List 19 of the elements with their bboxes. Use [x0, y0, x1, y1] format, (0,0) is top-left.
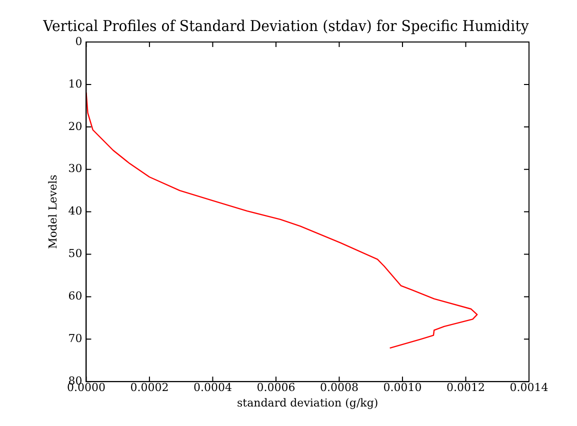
x-axis-title: standard deviation (g/kg)	[237, 396, 378, 410]
y-tick-label: 70	[68, 332, 82, 346]
chart-title: Vertical Profiles of Standard Deviation (stdav) for Specific Humidity	[42, 17, 530, 36]
y-tick-label: 20	[68, 120, 82, 133]
y-tick-label: 10	[68, 77, 82, 90]
x-tick-label: 0.0012	[446, 381, 485, 394]
x-tick-label: 0.0002	[130, 381, 169, 394]
x-tick-label: 0.0008	[320, 381, 358, 394]
x-tick-label: 0.0004	[193, 381, 232, 394]
y-tick-label: 60	[68, 290, 82, 303]
x-tick-label: 0.0014	[510, 381, 548, 394]
y-tick-label: 40	[68, 204, 82, 218]
y-tick-label: 0	[75, 34, 82, 48]
y-axis-title: Model Levels	[46, 174, 60, 249]
x-tick-label: 0.0010	[383, 381, 422, 394]
y-tick-label: 30	[68, 162, 82, 176]
x-tick-label: 0.0000	[66, 381, 106, 394]
y-tick-label: 50	[68, 247, 82, 260]
x-tick-label: 0.0006	[256, 381, 296, 394]
